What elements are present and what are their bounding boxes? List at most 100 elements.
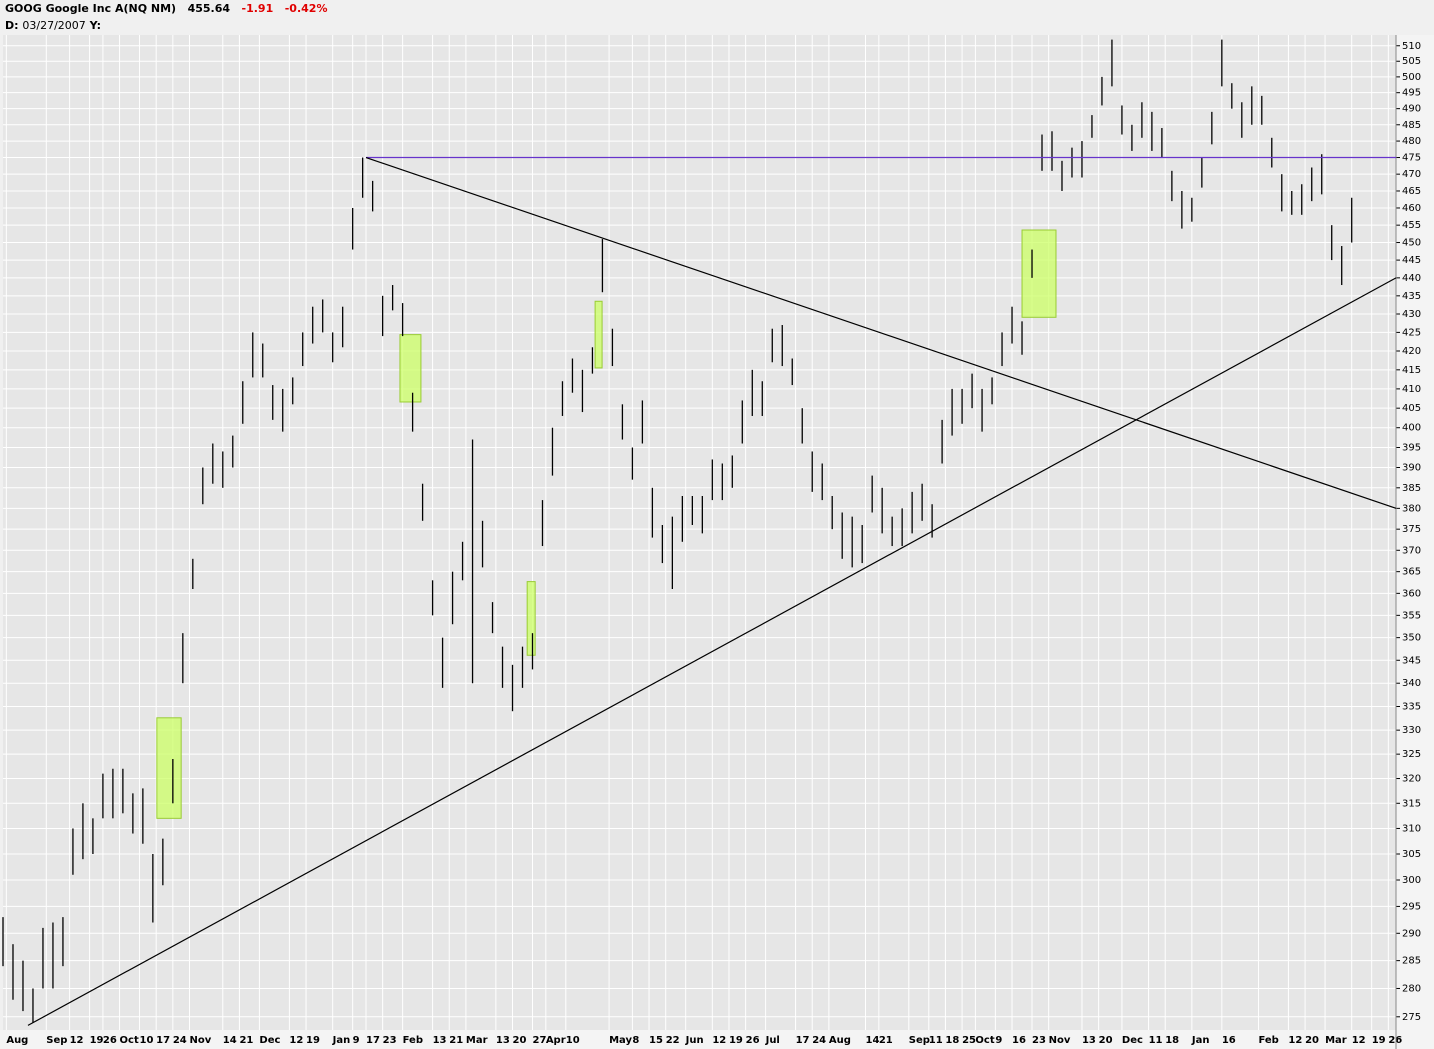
quote-line: GOOG Google Inc A(NQ NM) 455.64 -1.91 -0… xyxy=(5,2,327,15)
y-tick-label: 280 xyxy=(1402,983,1421,994)
x-tick-label: Feb xyxy=(403,1035,423,1046)
y-tick-label: 340 xyxy=(1402,678,1421,689)
gap-zone xyxy=(156,717,182,819)
y-axis-panel xyxy=(1396,35,1434,1049)
x-tick-label: 14 xyxy=(223,1035,237,1046)
gap-zone xyxy=(526,581,536,656)
x-tick-label: 21 xyxy=(239,1035,253,1046)
y-tick-label: 295 xyxy=(1402,901,1421,912)
x-tick-label: 12 xyxy=(1288,1035,1302,1046)
y-tick-label: 305 xyxy=(1402,849,1421,860)
y-tick-label: 495 xyxy=(1402,88,1421,99)
x-tick-label: 11 xyxy=(929,1035,943,1046)
y-tick-label: 395 xyxy=(1402,442,1421,453)
x-tick-label: 20 xyxy=(513,1035,527,1046)
x-tick-label: 12 xyxy=(1352,1035,1366,1046)
x-tick-label: 21 xyxy=(449,1035,463,1046)
y-tick-label: 465 xyxy=(1402,186,1421,197)
x-tick-label: 14 xyxy=(866,1035,880,1046)
gap-zone xyxy=(594,300,603,369)
x-tick-label: 9 xyxy=(995,1035,1002,1046)
y-tick-label: 460 xyxy=(1402,203,1421,214)
y-tick-label: 300 xyxy=(1402,875,1421,886)
y-tick-label: 345 xyxy=(1402,655,1421,666)
y-tick-label: 510 xyxy=(1402,41,1421,52)
x-tick-label: 16 xyxy=(1012,1035,1026,1046)
y-tick-label: 370 xyxy=(1402,545,1421,556)
y-tick-label: 445 xyxy=(1402,255,1421,266)
x-tick-label: 8 xyxy=(632,1035,639,1046)
x-tick-label: 13 xyxy=(1082,1035,1096,1046)
x-tick-label: Aug xyxy=(829,1035,851,1046)
x-tick-label: 26 xyxy=(103,1035,117,1046)
x-tick-label: Aug xyxy=(6,1035,28,1046)
y-tick-label: 415 xyxy=(1402,365,1421,376)
y-tick-label: 490 xyxy=(1402,104,1421,115)
y-tick-label: 330 xyxy=(1402,725,1421,736)
x-tick-label: 11 xyxy=(1149,1035,1163,1046)
x-tick-label: 23 xyxy=(383,1035,397,1046)
y-tick-label: 365 xyxy=(1402,567,1421,578)
x-tick-label: 25 xyxy=(962,1035,976,1046)
plot-area xyxy=(3,35,1396,1030)
y-tick-label: 360 xyxy=(1402,588,1421,599)
y-tick-label: 310 xyxy=(1402,823,1421,834)
trendline xyxy=(27,277,1397,1026)
y-tick-label: 275 xyxy=(1402,1012,1421,1023)
x-tick-label: Nov xyxy=(189,1035,211,1046)
x-tick-label: 19 xyxy=(729,1035,743,1046)
y-tick-label: 435 xyxy=(1402,291,1421,302)
x-tick-label: Jan xyxy=(1191,1035,1210,1046)
y-tick-label: 335 xyxy=(1402,702,1421,713)
date-line: D: 03/27/2007 Y: xyxy=(5,19,101,32)
y-tick-label: 390 xyxy=(1402,463,1421,474)
y-tick-label: 450 xyxy=(1402,238,1421,249)
header: GOOG Google Inc A(NQ NM) 455.64 -1.91 -0… xyxy=(0,0,1434,33)
y-tick-label: 505 xyxy=(1402,56,1421,67)
x-tick-label: 12 xyxy=(712,1035,726,1046)
x-tick-label: Oct xyxy=(120,1035,139,1046)
x-axis-panel xyxy=(0,1030,1396,1049)
change-pct: -0.42% xyxy=(284,2,328,15)
x-tick-label: Sep xyxy=(46,1035,67,1046)
x-tick-label: 24 xyxy=(812,1035,826,1046)
x-tick-label: 24 xyxy=(173,1035,187,1046)
y-tick-label: 315 xyxy=(1402,798,1421,809)
x-tick-label: 10 xyxy=(140,1035,154,1046)
y-tick-label: 455 xyxy=(1402,220,1421,231)
x-tick-label: 18 xyxy=(945,1035,959,1046)
x-tick-label: 16 xyxy=(1222,1035,1236,1046)
change: -1.91 xyxy=(241,2,274,15)
x-tick-label: 17 xyxy=(796,1035,810,1046)
y-tick-label: 485 xyxy=(1402,120,1421,131)
y-tick-label: 500 xyxy=(1402,72,1421,83)
x-tick-label: Jul xyxy=(765,1035,780,1046)
y-tick-label: 400 xyxy=(1402,423,1421,434)
x-tick-label: 13 xyxy=(496,1035,510,1046)
y-tick-label: 290 xyxy=(1402,928,1421,939)
y-label: Y: xyxy=(89,19,102,32)
x-tick-label: 26 xyxy=(1388,1035,1402,1046)
x-tick-label: Dec xyxy=(1122,1035,1143,1046)
y-tick-label: 405 xyxy=(1402,403,1421,414)
x-tick-label: Sep xyxy=(909,1035,930,1046)
y-tick-label: 350 xyxy=(1402,633,1421,644)
y-tick-label: 440 xyxy=(1402,273,1421,284)
x-tick-label: Nov xyxy=(1049,1035,1071,1046)
x-tick-label: 17 xyxy=(366,1035,380,1046)
x-tick-label: 13 xyxy=(433,1035,447,1046)
y-tick-label: 320 xyxy=(1402,774,1421,785)
y-tick-label: 380 xyxy=(1402,503,1421,514)
date-label: D: xyxy=(5,19,19,32)
y-tick-label: 410 xyxy=(1402,384,1421,395)
x-tick-label: 20 xyxy=(1099,1035,1113,1046)
x-tick-label: 10 xyxy=(566,1035,580,1046)
x-tick-label: 19 xyxy=(306,1035,320,1046)
gap-zone xyxy=(1021,229,1057,318)
x-tick-label: 23 xyxy=(1032,1035,1046,1046)
x-tick-label: 12 xyxy=(70,1035,84,1046)
x-tick-label: 19 xyxy=(90,1035,104,1046)
x-tick-label: Mar xyxy=(1325,1035,1347,1046)
